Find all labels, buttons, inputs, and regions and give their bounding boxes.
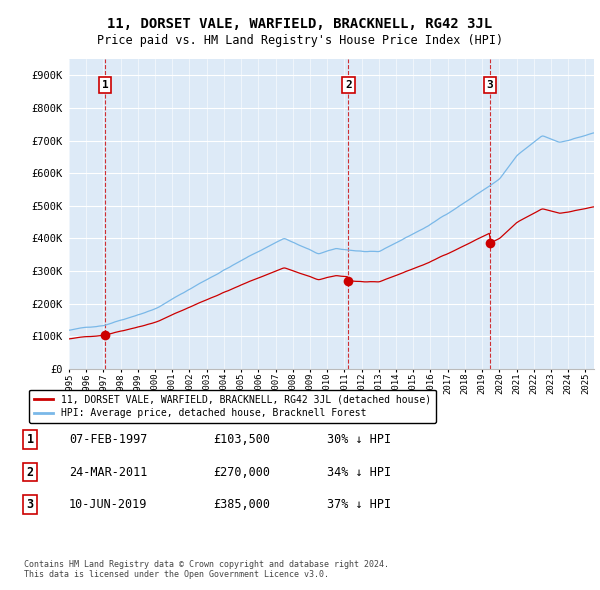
Text: 1: 1 bbox=[102, 80, 109, 90]
Text: 2: 2 bbox=[345, 80, 352, 90]
Text: 30% ↓ HPI: 30% ↓ HPI bbox=[327, 433, 391, 446]
Text: 37% ↓ HPI: 37% ↓ HPI bbox=[327, 498, 391, 511]
Text: Price paid vs. HM Land Registry's House Price Index (HPI): Price paid vs. HM Land Registry's House … bbox=[97, 34, 503, 47]
Text: 07-FEB-1997: 07-FEB-1997 bbox=[69, 433, 148, 446]
Text: Contains HM Land Registry data © Crown copyright and database right 2024.
This d: Contains HM Land Registry data © Crown c… bbox=[24, 560, 389, 579]
Text: 11, DORSET VALE, WARFIELD, BRACKNELL, RG42 3JL: 11, DORSET VALE, WARFIELD, BRACKNELL, RG… bbox=[107, 17, 493, 31]
Text: £385,000: £385,000 bbox=[213, 498, 270, 511]
Text: 2: 2 bbox=[26, 466, 34, 478]
Text: 34% ↓ HPI: 34% ↓ HPI bbox=[327, 466, 391, 478]
Legend: 11, DORSET VALE, WARFIELD, BRACKNELL, RG42 3JL (detached house), HPI: Average pr: 11, DORSET VALE, WARFIELD, BRACKNELL, RG… bbox=[29, 389, 436, 423]
Text: 10-JUN-2019: 10-JUN-2019 bbox=[69, 498, 148, 511]
Text: £103,500: £103,500 bbox=[213, 433, 270, 446]
Text: 24-MAR-2011: 24-MAR-2011 bbox=[69, 466, 148, 478]
Text: 3: 3 bbox=[487, 80, 493, 90]
Text: 1: 1 bbox=[26, 433, 34, 446]
Text: £270,000: £270,000 bbox=[213, 466, 270, 478]
Text: 3: 3 bbox=[26, 498, 34, 511]
